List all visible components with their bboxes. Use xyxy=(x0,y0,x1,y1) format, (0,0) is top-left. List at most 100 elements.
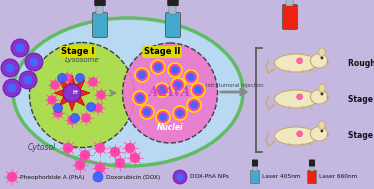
Circle shape xyxy=(154,63,162,71)
Circle shape xyxy=(173,106,187,120)
Circle shape xyxy=(327,60,329,63)
Circle shape xyxy=(184,70,198,84)
Ellipse shape xyxy=(310,127,328,141)
Circle shape xyxy=(136,94,144,102)
Circle shape xyxy=(25,53,43,71)
FancyBboxPatch shape xyxy=(286,0,294,6)
Circle shape xyxy=(321,93,324,95)
FancyBboxPatch shape xyxy=(309,160,315,167)
FancyBboxPatch shape xyxy=(96,5,104,14)
Ellipse shape xyxy=(13,18,243,166)
Circle shape xyxy=(191,83,205,97)
Circle shape xyxy=(71,114,80,122)
FancyBboxPatch shape xyxy=(251,170,259,184)
Ellipse shape xyxy=(123,43,218,143)
Circle shape xyxy=(151,60,165,74)
Circle shape xyxy=(158,86,166,94)
Circle shape xyxy=(190,101,198,109)
Circle shape xyxy=(297,94,303,100)
Circle shape xyxy=(321,129,324,132)
Ellipse shape xyxy=(310,90,328,104)
Circle shape xyxy=(7,84,16,92)
Circle shape xyxy=(130,153,140,163)
FancyBboxPatch shape xyxy=(252,160,258,167)
Text: DOX-PhA NPs: DOX-PhA NPs xyxy=(190,174,229,180)
FancyBboxPatch shape xyxy=(253,166,257,171)
Circle shape xyxy=(50,81,59,90)
FancyBboxPatch shape xyxy=(95,0,105,6)
FancyBboxPatch shape xyxy=(282,5,297,29)
Circle shape xyxy=(187,98,201,112)
FancyBboxPatch shape xyxy=(310,166,314,171)
Circle shape xyxy=(30,57,39,67)
Text: Stage III: Stage III xyxy=(348,132,374,140)
Circle shape xyxy=(174,81,182,89)
Text: Stage II: Stage II xyxy=(348,94,374,104)
Circle shape xyxy=(24,75,33,84)
Circle shape xyxy=(159,113,167,121)
Text: AVAVA: AVAVA xyxy=(149,87,191,99)
Circle shape xyxy=(6,64,15,73)
Circle shape xyxy=(327,133,329,136)
Ellipse shape xyxy=(275,90,318,108)
Text: Stage I: Stage I xyxy=(61,47,95,57)
Circle shape xyxy=(93,172,103,182)
FancyBboxPatch shape xyxy=(169,5,177,14)
Circle shape xyxy=(171,66,179,74)
Text: Pheophorbide A (PhA): Pheophorbide A (PhA) xyxy=(20,174,85,180)
Circle shape xyxy=(138,71,146,79)
Circle shape xyxy=(58,74,67,83)
Circle shape xyxy=(47,95,56,105)
Text: Nuclei: Nuclei xyxy=(157,123,183,132)
Circle shape xyxy=(171,78,185,92)
Circle shape xyxy=(11,39,29,57)
Circle shape xyxy=(135,68,149,82)
Ellipse shape xyxy=(30,43,135,147)
Circle shape xyxy=(297,131,303,137)
FancyBboxPatch shape xyxy=(308,170,316,184)
Ellipse shape xyxy=(310,54,328,68)
Circle shape xyxy=(80,150,90,160)
Circle shape xyxy=(177,174,184,180)
Circle shape xyxy=(173,170,187,184)
Text: Stage II: Stage II xyxy=(144,47,180,57)
Polygon shape xyxy=(54,75,90,111)
Circle shape xyxy=(86,102,95,112)
Circle shape xyxy=(95,143,105,153)
Circle shape xyxy=(75,160,85,170)
Circle shape xyxy=(89,77,98,87)
Circle shape xyxy=(321,57,324,59)
Text: Doxorubicin (DOX): Doxorubicin (DOX) xyxy=(106,174,160,180)
Text: H⁺: H⁺ xyxy=(73,91,79,95)
Circle shape xyxy=(82,114,91,122)
Circle shape xyxy=(19,71,37,89)
Circle shape xyxy=(67,115,77,125)
Circle shape xyxy=(1,59,19,77)
Circle shape xyxy=(96,91,105,99)
Text: Cytosol: Cytosol xyxy=(28,143,56,153)
FancyBboxPatch shape xyxy=(92,12,107,37)
Text: Lysosome: Lysosome xyxy=(65,57,99,63)
FancyBboxPatch shape xyxy=(166,12,181,37)
Circle shape xyxy=(176,109,184,117)
Ellipse shape xyxy=(319,121,325,129)
Text: Intratumoral Injection: Intratumoral Injection xyxy=(206,84,264,88)
Circle shape xyxy=(63,143,73,153)
Circle shape xyxy=(53,104,62,112)
Ellipse shape xyxy=(275,54,318,72)
Circle shape xyxy=(7,172,17,182)
Circle shape xyxy=(168,63,182,77)
Circle shape xyxy=(110,147,120,157)
Circle shape xyxy=(3,79,21,97)
Circle shape xyxy=(63,84,81,102)
Circle shape xyxy=(156,110,170,124)
Circle shape xyxy=(62,74,71,83)
Circle shape xyxy=(140,105,154,119)
FancyBboxPatch shape xyxy=(168,0,178,6)
Circle shape xyxy=(115,158,125,168)
Circle shape xyxy=(76,74,85,83)
Circle shape xyxy=(327,96,329,99)
Ellipse shape xyxy=(319,84,325,93)
Ellipse shape xyxy=(275,127,318,145)
Circle shape xyxy=(53,108,62,118)
